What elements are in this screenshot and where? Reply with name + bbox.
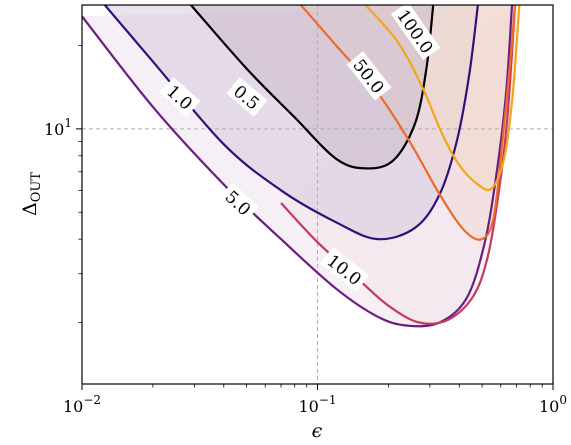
- x-tick-label: 100: [539, 393, 567, 416]
- x-tick-label: 10−1: [298, 393, 336, 416]
- contour-label-bg: [218, 182, 259, 223]
- axis-ticks: 10−2 10−1 100 101: [44, 45, 567, 416]
- x-axis-label: ϵ: [312, 420, 323, 442]
- contour-label-bg: [159, 77, 201, 117]
- y-axis-label-sub: OUT: [29, 172, 44, 203]
- contour-fill-0-5: [190, 5, 434, 169]
- y-axis-label: ΔOUT: [19, 172, 44, 216]
- y-axis-label-main: Δ: [19, 202, 41, 216]
- contour-label-bg: [320, 246, 370, 292]
- contour-line-5-0: [82, 5, 514, 328]
- contour-label-bg: [390, 2, 441, 60]
- contour-label-bg: [346, 51, 392, 101]
- y-tick-label: 101: [44, 116, 72, 139]
- contour-label-bg: [226, 77, 268, 117]
- contour-line-100-0: [364, 5, 521, 192]
- contour-fills: [82, 5, 520, 327]
- x-tick-label: 10−2: [63, 393, 101, 416]
- grid-lines: [82, 5, 553, 384]
